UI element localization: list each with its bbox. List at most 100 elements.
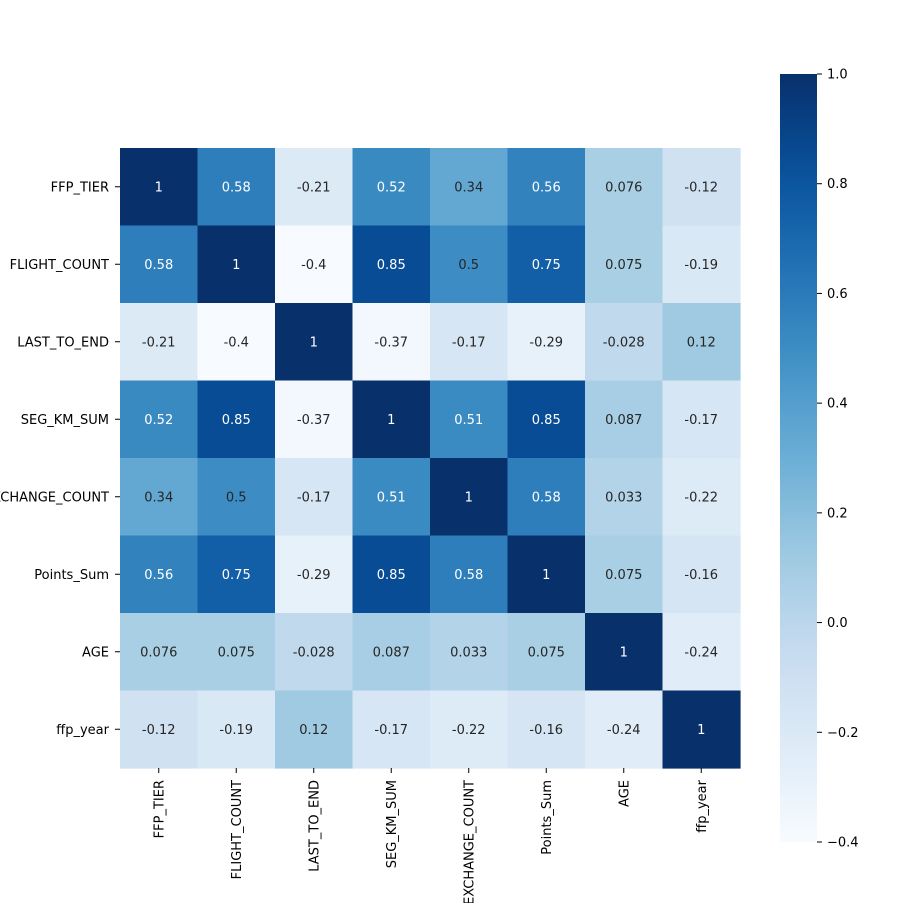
cell-value-label: 0.85 bbox=[222, 413, 251, 428]
heatmap-cell bbox=[662, 225, 741, 304]
cell-value-label: -0.16 bbox=[684, 568, 718, 583]
heatmap-cell bbox=[662, 303, 741, 382]
cell-value-label: 0.52 bbox=[377, 180, 406, 195]
cell-value-label: 0.85 bbox=[377, 568, 406, 583]
cell-value-label: -0.24 bbox=[684, 645, 718, 660]
cell-value-label: 0.075 bbox=[605, 568, 642, 583]
heatmap-cell bbox=[120, 690, 199, 769]
colorbar-tick-label: 0.0 bbox=[827, 616, 848, 631]
heatmap-cell bbox=[430, 225, 509, 304]
heatmap-cell bbox=[197, 148, 276, 227]
cell-value-label: 0.087 bbox=[373, 645, 410, 660]
heatmap-cell bbox=[662, 380, 741, 459]
cell-value-label: -0.12 bbox=[142, 723, 176, 738]
cell-value-label: -0.028 bbox=[603, 335, 645, 350]
cell-value-label: 0.033 bbox=[605, 490, 642, 505]
colorbar: 1.0 0.8 0.6 0.4 0.2 0.0 −0.2 −0.4 bbox=[780, 68, 859, 851]
x-tick-label: FFP_TIER bbox=[152, 780, 167, 838]
heatmap-cell bbox=[585, 535, 664, 614]
heatmap-cell bbox=[585, 380, 664, 459]
heatmap-cell bbox=[197, 613, 276, 692]
heatmap-cell bbox=[662, 535, 741, 614]
heatmap-cell bbox=[507, 380, 586, 459]
heatmap-cell bbox=[275, 458, 354, 537]
cell-value-label: 0.58 bbox=[454, 568, 483, 583]
heatmap-cell bbox=[662, 148, 741, 227]
cell-value-label: 0.075 bbox=[528, 645, 565, 660]
cell-value-label: -0.19 bbox=[219, 723, 253, 738]
heatmap-cell bbox=[275, 225, 354, 304]
heatmap-cell bbox=[352, 535, 431, 614]
heatmap-cell bbox=[275, 613, 354, 692]
colorbar-tick-label: 0.2 bbox=[827, 506, 848, 521]
heatmap-cell bbox=[120, 303, 199, 382]
cell-value-label: 0.5 bbox=[458, 258, 479, 273]
heatmap-cell bbox=[507, 148, 586, 227]
heatmap-cell bbox=[430, 380, 509, 459]
heatmap-cell bbox=[275, 535, 354, 614]
heatmap-cell bbox=[352, 148, 431, 227]
heatmap-cell bbox=[507, 613, 586, 692]
cell-value-label: 0.58 bbox=[532, 490, 561, 505]
heatmap-cell bbox=[197, 458, 276, 537]
heatmap-cell bbox=[352, 458, 431, 537]
x-tick-label: FLIGHT_COUNT bbox=[230, 780, 245, 879]
cell-value-label: 0.075 bbox=[605, 258, 642, 273]
x-tick-label: ffp_year bbox=[695, 779, 710, 832]
cell-value-label: -0.21 bbox=[142, 335, 176, 350]
heatmap-cell bbox=[585, 148, 664, 227]
x-tick-label: SEG_KM_SUM bbox=[385, 780, 400, 868]
heatmap-cells bbox=[120, 148, 741, 769]
y-tick-label: ffp_year bbox=[56, 723, 109, 738]
heatmap-cell bbox=[120, 225, 199, 304]
cell-value-label: 0.85 bbox=[532, 413, 561, 428]
heatmap-cell bbox=[275, 303, 354, 382]
cell-value-label: 0.033 bbox=[450, 645, 487, 660]
cell-value-label: 0.34 bbox=[144, 490, 173, 505]
heatmap-cell bbox=[430, 148, 509, 227]
cell-value-label: 1 bbox=[155, 180, 163, 195]
cell-value-label: 0.56 bbox=[144, 568, 173, 583]
heatmap-cell bbox=[585, 303, 664, 382]
cell-value-label: -0.028 bbox=[293, 645, 335, 660]
cell-value-label: 0.75 bbox=[532, 258, 561, 273]
heatmap-cell bbox=[507, 690, 586, 769]
cell-value-label: -0.17 bbox=[684, 413, 718, 428]
heatmap-cell bbox=[275, 690, 354, 769]
x-tick-label: EXCHANGE_COUNT bbox=[462, 780, 477, 903]
heatmap-cell bbox=[120, 458, 199, 537]
colorbar-tick-label: 1.0 bbox=[827, 68, 848, 83]
cell-value-label: 1 bbox=[310, 335, 318, 350]
heatmap-cell bbox=[352, 613, 431, 692]
y-tick-label: FLIGHT_COUNT bbox=[10, 258, 109, 273]
cell-value-label: 1 bbox=[697, 723, 705, 738]
colorbar-tick-label: 0.8 bbox=[827, 177, 848, 192]
cell-value-label: -0.22 bbox=[684, 490, 718, 505]
colorbar-tick-label: −0.2 bbox=[827, 726, 859, 741]
cell-value-label: 0.12 bbox=[299, 723, 328, 738]
heatmap-cell bbox=[197, 225, 276, 304]
cell-value-label: 0.51 bbox=[377, 490, 406, 505]
cell-value-label: 1 bbox=[465, 490, 473, 505]
heatmap-cell bbox=[275, 148, 354, 227]
heatmap-cell bbox=[430, 303, 509, 382]
heatmap-cell bbox=[662, 458, 741, 537]
x-tick-label: LAST_TO_END bbox=[307, 780, 322, 872]
colorbar-tick-label: 0.6 bbox=[827, 287, 848, 302]
cell-value-label: 0.85 bbox=[377, 258, 406, 273]
heatmap-cell bbox=[585, 458, 664, 537]
heatmap-cell bbox=[585, 613, 664, 692]
colorbar-tick-label: 0.4 bbox=[827, 397, 848, 412]
cell-value-label: -0.37 bbox=[297, 413, 331, 428]
cell-value-label: -0.29 bbox=[529, 335, 563, 350]
heatmap-cell bbox=[507, 535, 586, 614]
cell-value-label: 0.58 bbox=[144, 258, 173, 273]
cell-value-label: 0.58 bbox=[222, 180, 251, 195]
heatmap-cell bbox=[585, 690, 664, 769]
cell-annotations: 1 0.58 -0.21 0.52 0.34 0.56 0.076 -0.12 0.58 1 -0.… bbox=[140, 180, 718, 738]
heatmap-cell bbox=[430, 613, 509, 692]
cell-value-label: 0.5 bbox=[226, 490, 247, 505]
cell-value-label: 1 bbox=[387, 413, 395, 428]
x-tick-label: Points_Sum bbox=[540, 780, 555, 855]
